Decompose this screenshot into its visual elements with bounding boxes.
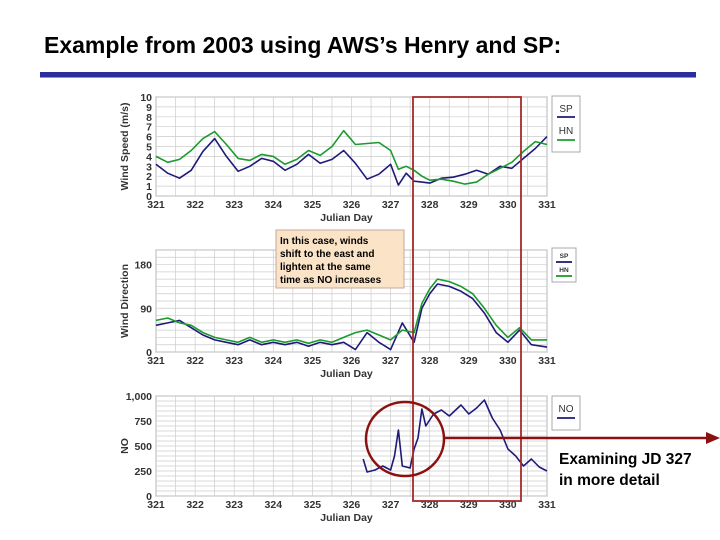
y-tick-label: 1,000 (126, 391, 152, 403)
x-tick-label: 325 (304, 199, 322, 211)
legend-no-label: NO (559, 404, 574, 415)
legend-hn-label: HN (559, 126, 573, 137)
y-tick-label: 9 (146, 102, 152, 114)
x-tick-label: 322 (186, 499, 204, 511)
x-tick-label: 328 (421, 355, 439, 367)
y-tick-label: 7 (146, 122, 152, 134)
series-line-sp (155, 136, 548, 186)
x-tick-label: 325 (304, 355, 322, 367)
x-tick-label: 330 (499, 199, 517, 211)
x-axis-label: Julian Day (320, 512, 373, 524)
callout-box: In this case, winds shift to the east an… (275, 229, 405, 289)
x-tick-label: 322 (186, 199, 204, 211)
no-legend: NO (551, 395, 581, 431)
wind-speed-legend: SP HN (551, 95, 581, 153)
x-tick-label: 324 (265, 499, 283, 511)
legend-sp-label: SP (559, 104, 573, 115)
x-tick-label: 327 (382, 355, 400, 367)
legend-hn-label: HN (559, 267, 569, 274)
callout-line: lighten at the same (280, 262, 371, 273)
x-tick-label: 322 (186, 355, 204, 367)
y-axis-label: NO (119, 438, 131, 454)
x-tick-label: 328 (421, 199, 439, 211)
callout-line: shift to the east and (280, 249, 374, 260)
x-tick-label: 323 (225, 355, 243, 367)
x-tick-label: 323 (225, 199, 243, 211)
x-tick-label: 330 (499, 499, 517, 511)
no-chart: 321 322 323 324 325 326 327 328 329 330 331 0 250 500… (119, 391, 556, 524)
series-line-no (362, 399, 548, 473)
y-tick-label: 0 (146, 491, 152, 503)
y-tick-label: 0 (146, 191, 152, 203)
y-tick-label: 750 (134, 416, 152, 428)
x-tick-label: 329 (460, 355, 478, 367)
y-tick-label: 10 (140, 92, 152, 104)
y-axis-label: Wind Speed (m/s) (119, 103, 131, 191)
y-tick-label: 8 (146, 112, 152, 124)
y-tick-label: 4 (146, 151, 152, 163)
x-tick-label: 331 (538, 355, 556, 367)
series-line-hn (155, 129, 548, 185)
callout-line: time as NO increases (280, 275, 382, 286)
series-line-hn (155, 278, 547, 345)
x-tick-label: 326 (343, 355, 361, 367)
x-tick-label: 329 (460, 499, 478, 511)
x-tick-label: 324 (265, 199, 283, 211)
x-tick-label: 327 (382, 199, 400, 211)
wind-direction-legend: SP HN (551, 247, 577, 283)
x-tick-label: 323 (225, 499, 243, 511)
x-tick-label: 330 (499, 355, 517, 367)
x-tick-label: 326 (343, 499, 361, 511)
highlight-rectangle (412, 96, 522, 502)
y-tick-label: 2 (146, 171, 152, 183)
y-tick-label: 1 (146, 181, 152, 193)
x-tick-label: 327 (382, 499, 400, 511)
wind-speed-chart: 321 322 323 324 325 326 327 328 329 330 331 0123456… (119, 92, 556, 224)
x-tick-label: 325 (304, 499, 322, 511)
y-tick-label: 5 (146, 142, 152, 154)
y-tick-label: 3 (146, 161, 152, 173)
title-rule (40, 72, 696, 78)
x-axis-label: Julian Day (320, 212, 373, 224)
y-tick-label: 500 (134, 441, 152, 453)
callout-line: In this case, winds (280, 236, 369, 247)
x-tick-label: 321 (147, 355, 165, 367)
detail-note-line: Examining JD 327 (559, 451, 692, 468)
x-axis-label: Julian Day (320, 368, 373, 380)
x-tick-label: 321 (147, 499, 165, 511)
x-tick-label: 326 (343, 199, 361, 211)
detail-note: Examining JD 327 in more detail (559, 449, 719, 491)
x-tick-label: 324 (265, 355, 283, 367)
series-line-sp (155, 283, 548, 351)
y-tick-label: 90 (140, 303, 152, 315)
y-tick-label: 0 (146, 347, 152, 359)
detail-note-line: in more detail (559, 472, 660, 489)
x-tick-label: 321 (147, 199, 165, 211)
legend-sp-label: SP (560, 253, 569, 260)
y-tick-label: 6 (146, 132, 152, 144)
y-tick-label: 180 (134, 260, 152, 272)
slide-title: Example from 2003 using AWS’s Henry and … (44, 32, 562, 58)
y-tick-label: 250 (134, 466, 152, 478)
arrow-head (706, 432, 720, 444)
x-tick-label: 331 (538, 499, 556, 511)
x-tick-label: 328 (421, 499, 439, 511)
x-tick-label: 329 (460, 199, 478, 211)
y-axis-label: Wind Direction (119, 264, 131, 338)
x-tick-label: 331 (538, 199, 556, 211)
